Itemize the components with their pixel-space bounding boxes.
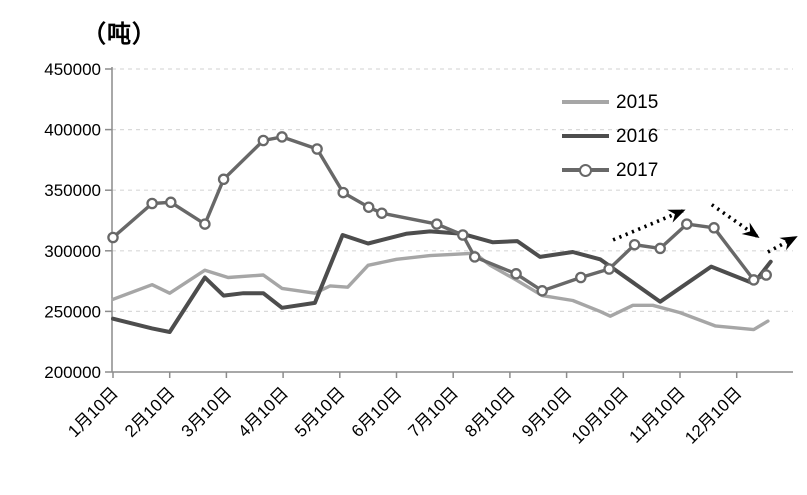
x-axis-label: 10月10日 [568,383,632,447]
data-point-marker [457,229,469,241]
legend: 2015 2016 2017 [562,85,658,187]
x-axis-label: 9月10日 [518,383,576,441]
legend-label-2017: 2017 [616,159,659,181]
legend-item-2017: 2017 [562,153,658,187]
series-line-2016 [111,229,773,334]
x-axis-label: 5月10日 [291,383,349,441]
legend-label-2015: 2015 [616,91,659,113]
trend-arrow-1-icon [612,209,686,242]
data-point-marker [376,207,388,219]
data-point-marker [760,269,772,281]
series-2016 [111,229,773,334]
data-point-marker [681,218,693,230]
data-point-marker [536,285,548,297]
x-axis-label: 7月10日 [404,383,462,441]
data-point-marker [311,143,323,155]
x-axis-label: 12月10日 [681,383,745,447]
data-point-marker [747,274,760,286]
data-point-marker [146,197,158,210]
data-point-marker [217,173,230,186]
series-2015 [111,251,770,332]
series-2017 [107,131,772,297]
data-point-marker [107,231,119,244]
data-point-marker [276,131,288,143]
legend-line-2017-icon [562,163,609,177]
y-axis-label: 250000 [44,302,101,321]
legend-item-2016: 2016 [562,119,658,153]
x-axis-label: 8月10日 [461,383,519,441]
data-point-marker [165,196,177,209]
x-axis-label: 2月10日 [121,383,179,441]
gridlines [112,68,793,312]
axes: 200000 250000 300000 350000 400000 450000 1月10… [44,60,793,448]
data-point-marker [708,222,720,234]
x-axis-label: 3月10日 [178,383,236,441]
data-point-marker [510,268,522,280]
trend-arrow-2-icon [710,203,760,239]
x-axis-label: 6月10日 [348,383,406,441]
x-axis-label: 11月10日 [625,383,688,446]
y-axis-label: 450000 [44,60,101,79]
x-axis-label: 1月10日 [64,383,122,441]
data-point-marker [603,263,615,275]
legend-item-2015: 2015 [562,85,658,119]
legend-line-2016-icon [562,131,609,141]
series-line-2015 [111,251,770,332]
data-point-marker [362,201,375,213]
data-point-marker [199,218,211,230]
axis-unit-title: （吨） [82,21,157,48]
y-axis-label: 350000 [44,181,101,200]
x-axis-label: 4月10日 [234,383,292,441]
data-point-marker [575,271,587,284]
data-point-marker [431,218,443,230]
legend-line-2015-icon [562,97,609,107]
series-line-2017 [111,135,768,293]
data-point-marker [337,186,349,199]
data-point-marker [257,134,270,147]
y-axis-label: 300000 [44,242,101,261]
y-axis-label: 400000 [44,121,101,140]
trend-arrow-3-icon [767,235,798,254]
legend-label-2016: 2016 [616,125,659,147]
data-point-marker [468,251,481,263]
data-point-marker [628,238,641,251]
data-point-marker [654,242,666,255]
y-axis-label: 200000 [44,363,101,382]
